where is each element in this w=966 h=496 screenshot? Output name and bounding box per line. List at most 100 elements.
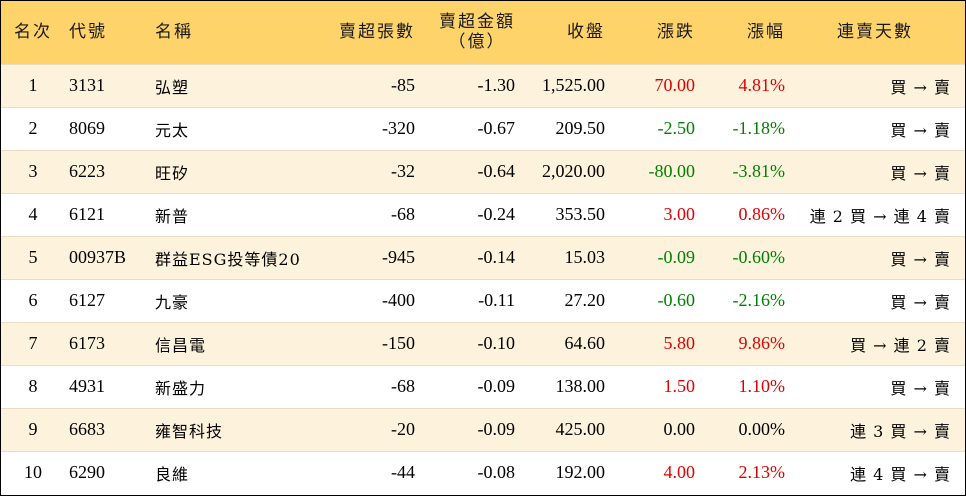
cell-code[interactable]: 6127 [69,290,105,310]
cell-close: 2,020.00 [542,161,605,181]
cell-change-pct: -2.16% [732,290,786,310]
table-row[interactable]: 7 6173 信昌電 -150 -0.10 64.60 5.80 9.86% 買 → 連 2 賣 [1,322,965,365]
cell-name[interactable]: 新普 [155,206,190,226]
cell-close: 209.50 [555,118,606,138]
cell-close: 192.00 [555,462,606,483]
cell-sell-amount: -0.11 [478,290,515,310]
header-rank[interactable]: 名次 [14,22,52,43]
cell-sell-amount: -0.09 [477,376,516,396]
cell-rank: 1 [28,75,38,95]
cell-change-pct: -1.18% [732,118,786,138]
cell-rank: 5 [28,247,38,267]
table-row[interactable]: 2 8069 元太 -320 -0.67 209.50 -2.50 -1.18% 買 → 賣 [1,107,965,150]
cell-rank: 2 [28,118,38,138]
table-row[interactable]: 10 6290 良維 -44 -0.08 192.00 4.00 2.13% 連 4 買 → 賣 [1,451,965,494]
header-name[interactable]: 名稱 [155,22,193,43]
cell-name[interactable]: 雍智科技 [155,421,224,441]
header-sell-lots[interactable]: 賣超張數 [339,22,415,43]
cell-rank: 3 [28,161,38,181]
cell-change: 3.00 [663,204,696,224]
cell-name[interactable]: 群益ESG投等債20 [155,249,301,269]
cell-change-pct: 4.81% [738,75,786,95]
cell-name[interactable]: 弘塑 [155,77,190,97]
cell-change: -0.09 [657,247,696,267]
cell-code[interactable]: 00937B [69,247,127,267]
cell-change: 5.80 [663,333,696,353]
cell-code[interactable]: 6290 [69,462,105,483]
cell-change-pct: -0.60% [732,247,786,267]
cell-streak: 買 → 賣 [890,249,951,269]
cell-sell-amount: -1.30 [477,75,516,95]
header-change[interactable]: 漲跌 [657,22,695,43]
cell-close: 353.50 [555,204,606,224]
cell-code[interactable]: 6121 [69,204,105,224]
cell-streak: 連 4 買 → 賣 [850,464,951,484]
cell-sell-lots: -85 [391,75,415,95]
cell-name[interactable]: 九豪 [155,292,190,312]
cell-change: -80.00 [648,161,696,181]
header-change-pct[interactable]: 漲幅 [747,22,785,43]
cell-sell-lots: -150 [382,333,415,353]
cell-close: 1,525.00 [542,75,605,95]
table-row[interactable]: 8 4931 新盛力 -68 -0.09 138.00 1.50 1.10% 買 → 賣 [1,365,965,408]
cell-code[interactable]: 6173 [69,333,105,353]
cell-sell-amount: -0.24 [477,204,516,224]
cell-close: 64.60 [564,333,606,353]
header-sell-amount[interactable]: 賣超金額 （億） [415,1,515,64]
cell-close: 138.00 [555,376,606,396]
cell-change: -2.50 [657,118,696,138]
cell-code[interactable]: 8069 [69,118,105,138]
cell-sell-lots: -320 [382,118,415,138]
table-row[interactable]: 3 6223 旺矽 -32 -0.64 2,020.00 -80.00 -3.81% 買 → 賣 [1,150,965,193]
cell-code[interactable]: 4931 [69,376,105,396]
table-row[interactable]: 9 6683 雍智科技 -20 -0.09 425.00 0.00 0.00% 連 3 買 → … [1,408,965,451]
cell-rank: 6 [28,290,38,310]
cell-name[interactable]: 新盛力 [155,378,207,398]
cell-code[interactable]: 3131 [69,75,105,95]
cell-close: 27.20 [564,290,606,310]
table-row[interactable]: 5 00937B 群益ESG投等債20 -945 -0.14 15.03 -0.09 -0.6… [1,236,965,279]
cell-sell-lots: -68 [391,376,415,396]
cell-name[interactable]: 旺矽 [155,163,190,183]
cell-code[interactable]: 6683 [69,419,105,439]
cell-streak: 買 → 賣 [890,378,951,398]
cell-name[interactable]: 元太 [155,120,190,140]
cell-change-pct: 0.86% [738,204,786,224]
cell-sell-amount: -0.10 [477,333,516,353]
cell-streak: 買 → 賣 [890,120,951,140]
cell-change: 70.00 [654,75,696,95]
cell-rank: 7 [28,333,38,353]
cell-name[interactable]: 良維 [155,464,190,484]
cell-sell-amount: -0.08 [477,462,516,483]
cell-sell-lots: -945 [382,247,415,267]
cell-streak: 連 2 買 → 連 4 賣 [809,206,951,226]
cell-change-pct: 9.86% [738,333,786,353]
cell-sell-amount: -0.67 [477,118,516,138]
header-sell-amount-line1: 賣超金額 [439,12,515,33]
cell-close: 15.03 [564,247,606,267]
cell-rank: 9 [28,419,38,439]
table-row[interactable]: 6 6127 九豪 -400 -0.11 27.20 -0.60 -2.16% 買 → 賣 [1,279,965,322]
cell-change-pct: 1.10% [738,376,786,396]
header-sell-amount-line2: （億） [448,32,506,53]
cell-streak: 買 → 賣 [890,292,951,312]
cell-name[interactable]: 信昌電 [155,335,207,355]
cell-sell-amount: -0.14 [477,247,516,267]
cell-rank: 10 [24,462,42,483]
header-streak[interactable]: 連賣天數 [837,22,913,43]
table-row[interactable]: 1 3131 弘塑 -85 -1.30 1,525.00 70.00 4.81% 買 → 賣 [1,64,965,107]
cell-close: 425.00 [555,419,606,439]
cell-change: -0.60 [657,290,696,310]
cell-rank: 8 [28,376,38,396]
cell-change: 0.00 [663,419,696,439]
header-code[interactable]: 代號 [69,22,107,43]
cell-code[interactable]: 6223 [69,161,105,181]
cell-sell-amount: -0.64 [477,161,516,181]
cell-change: 1.50 [663,376,696,396]
table-row[interactable]: 4 6121 新普 -68 -0.24 353.50 3.00 0.86% 連 2 買 → 連 … [1,193,965,236]
header-close[interactable]: 收盤 [567,22,605,43]
cell-sell-lots: -20 [391,419,415,439]
table-header-row: 名次 代號 名稱 賣超張數 賣超金額 （億） 收盤 漲跌 漲幅 連賣天數 [1,1,965,64]
